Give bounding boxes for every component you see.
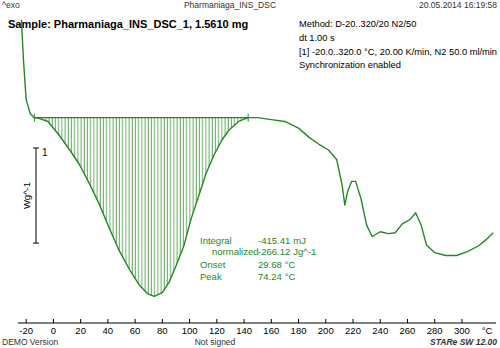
chart: ^exo Pharmaniaga_INS_DSC 20.05.2014 16:19:… [0,0,500,348]
annotation-value: 29.68 [258,259,282,270]
x-tick [271,319,272,323]
x-tick [461,319,462,323]
x-tick [325,319,326,323]
x-tick-label: 100 [182,325,198,336]
footer-center: Not signed [195,337,236,347]
footer-left: DEMO Version [2,337,58,347]
x-tick-label: 200 [318,325,334,336]
x-tick [298,319,299,323]
x-tick [407,319,408,323]
x-tick-label: 60 [130,325,141,336]
x-tick-label: 140 [236,325,252,336]
x-tick-label: 180 [291,325,307,336]
x-tick-label: 300 [454,325,470,336]
scale-bar [36,148,37,243]
annotation-value: -266.12 [258,246,290,257]
x-tick-label: 40 [103,325,114,336]
x-tick [80,319,81,323]
method-line: [1] -20.0..320.0 °C, 20.00 K/min, N2 50.… [299,47,497,57]
x-tick-label: 0 [51,325,56,336]
x-tick [26,319,27,323]
method-line: dt 1.00 s [299,33,335,43]
scale-bar-label: 1 [42,147,48,158]
x-tick [189,319,190,323]
x-tick [434,319,435,323]
annotation-label: Integral [200,235,232,246]
x-tick-label: 220 [345,325,361,336]
scale-bar-end [33,148,39,149]
header-right: 20.05.2014 16:19:58 [419,0,497,10]
x-tick [216,319,217,323]
annotation-unit: Jg^-1 [293,246,316,257]
x-tick [107,319,108,323]
dsc-curve [21,20,493,297]
x-tick-label: 160 [263,325,279,336]
x-tick [353,319,354,323]
method-line: Synchronization enabled [299,60,401,70]
annotation-label: normalized [212,246,258,257]
scale-bar-end [33,243,39,244]
x-tick [162,319,163,323]
scale-bar-unit: Wg^-1 [21,182,32,209]
title: Sample: Pharmaniaga_INS_DSC_1, 1.5610 mg [8,18,248,30]
x-tick [380,319,381,323]
x-axis [18,323,496,324]
header-center: Pharmaniaga_INS_DSC [184,0,276,10]
annotation-label: Peak [200,271,222,282]
x-tick [53,319,54,323]
annotation-unit: mJ [293,235,306,246]
annotation-unit: °C [285,259,296,270]
plot-area [21,20,493,297]
annotation-unit: °C [285,271,296,282]
x-tick-label: 260 [400,325,416,336]
x-tick-label: 20 [75,325,86,336]
x-tick [244,319,245,323]
x-axis-label: °C [482,325,493,336]
footer-right: STARe SW 12.00 [430,337,497,347]
annotation-value: 74.24 [258,271,282,282]
annotation-label: Onset [200,259,226,270]
x-tick-label: 80 [157,325,168,336]
x-tick-label: 240 [372,325,388,336]
x-tick [135,319,136,323]
x-tick-label: 120 [209,325,225,336]
method-line: Method: D-20..320/20 N2/50 [299,19,416,29]
x-tick-label: -20 [19,325,33,336]
baseline [34,117,248,118]
annotation-value: -415.41 [258,235,290,246]
x-tick-label: 280 [427,325,443,336]
header-left: ^exo [2,0,20,10]
